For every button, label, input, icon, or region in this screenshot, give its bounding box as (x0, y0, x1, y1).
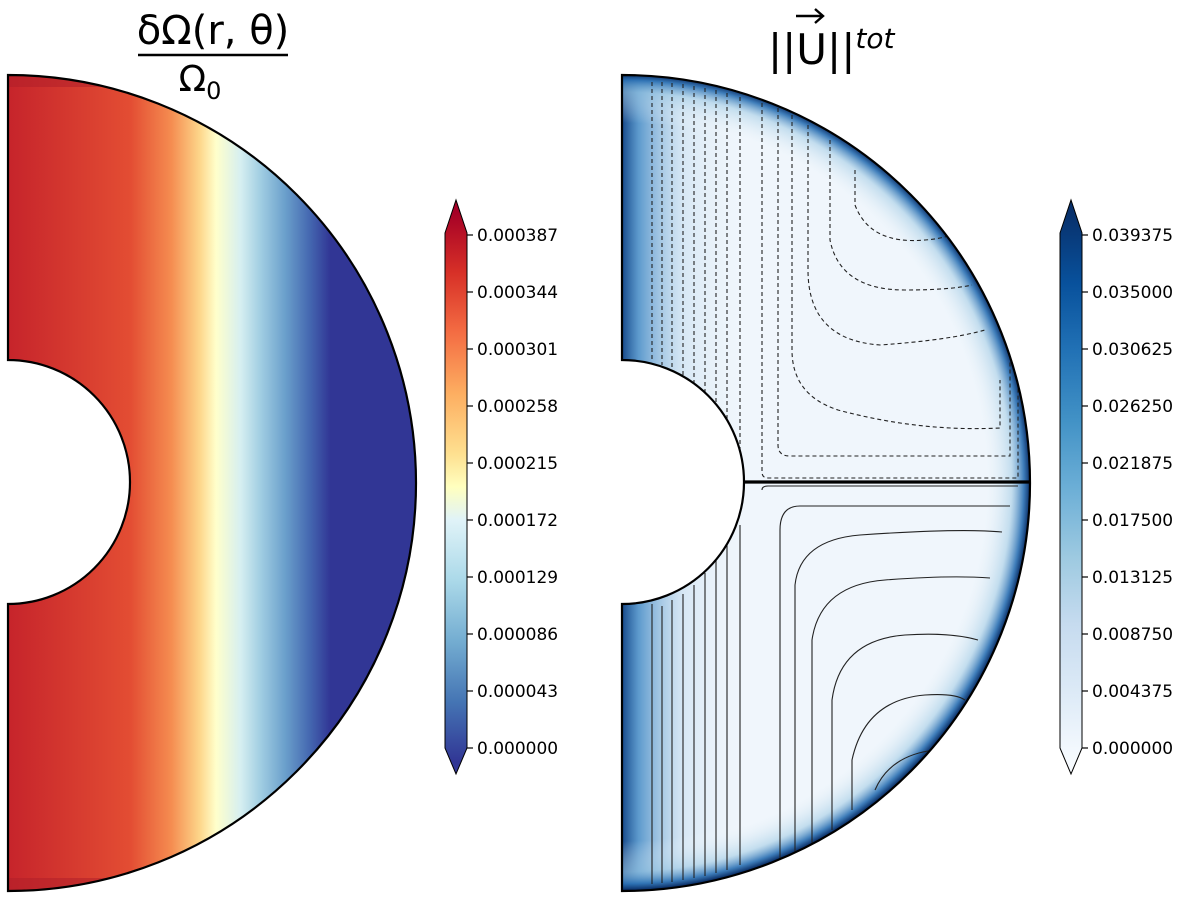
right-colorbar-tick-label: 0.039375 (1092, 226, 1173, 246)
left-title-denominator-subscript: 0 (206, 77, 221, 105)
left-shell-outline (6, 73, 418, 893)
right-title-text: ||U||tot (768, 22, 895, 74)
left-title-numerator: δΩ(r, θ) (137, 8, 290, 54)
right-colorbar-ticks: 0.039375 0.035000 0.030625 0.026250 0.021875… (1082, 226, 1173, 759)
vector-arrow-icon (796, 8, 825, 24)
left-title: δΩ(r, θ) Ω0 (137, 8, 290, 105)
left-title-denominator: Ω0 (179, 59, 222, 105)
streamlines-south (651, 485, 1018, 884)
right-colorbar-tick-label: 0.004375 (1092, 682, 1173, 702)
left-colorbar-tick-label: 0.000258 (477, 397, 558, 417)
left-colorbar-tick-label: 0.000215 (477, 454, 558, 474)
right-colorbar-tick-label: 0.030625 (1092, 340, 1173, 360)
right-colorbar-tick-label: 0.017500 (1092, 511, 1173, 531)
right-colorbar-body (1059, 198, 1083, 776)
left-colorbar-tick-label: 0.000344 (477, 283, 558, 303)
right-panel: ||U||tot 0.039375 0.035000 0.030625 0.02625… (620, 8, 1173, 893)
left-colorbar-tick-label: 0.000043 (477, 682, 558, 702)
right-colorbar-tick-label: 0.026250 (1092, 397, 1173, 417)
left-colorbar-tick-label: 0.000086 (477, 625, 558, 645)
left-colorbar-tick-label: 0.000000 (477, 739, 558, 759)
left-colorbar-tick-label: 0.000172 (477, 511, 558, 531)
left-colorbar-tick-label: 0.000129 (477, 568, 558, 588)
right-title-superscript: tot (855, 22, 895, 55)
right-title-main: ||U|| (768, 25, 855, 74)
left-colorbar-ticks: 0.000387 0.000344 0.000301 0.000258 0.000215… (467, 226, 558, 759)
right-title: ||U||tot (768, 8, 895, 74)
streamlines-north (651, 82, 1023, 479)
right-colorbar: 0.039375 0.035000 0.030625 0.026250 0.021875… (1059, 198, 1173, 776)
left-title-denominator-symbol: Ω (179, 59, 207, 100)
right-colorbar-tick-label: 0.035000 (1092, 283, 1173, 303)
right-colorbar-tick-label: 0.008750 (1092, 625, 1173, 645)
right-colorbar-tick-label: 0.021875 (1092, 454, 1173, 474)
right-shell-outline (620, 73, 1032, 893)
left-shell-fill (8, 75, 416, 891)
right-colorbar-tick-label: 0.013125 (1092, 568, 1173, 588)
left-panel: δΩ(r, θ) Ω0 0.0003870.0003440.0003010.00… (6, 8, 558, 893)
left-colorbar-body (444, 198, 468, 776)
left-colorbar-tick-label: 0.000301 (477, 340, 558, 360)
left-colorbar-tick-label: 0.000387 (477, 226, 558, 246)
left-colorbar: 0.000387 0.000344 0.000301 0.000258 0.000215… (444, 198, 558, 776)
right-colorbar-tick-label: 0.000000 (1092, 739, 1173, 759)
